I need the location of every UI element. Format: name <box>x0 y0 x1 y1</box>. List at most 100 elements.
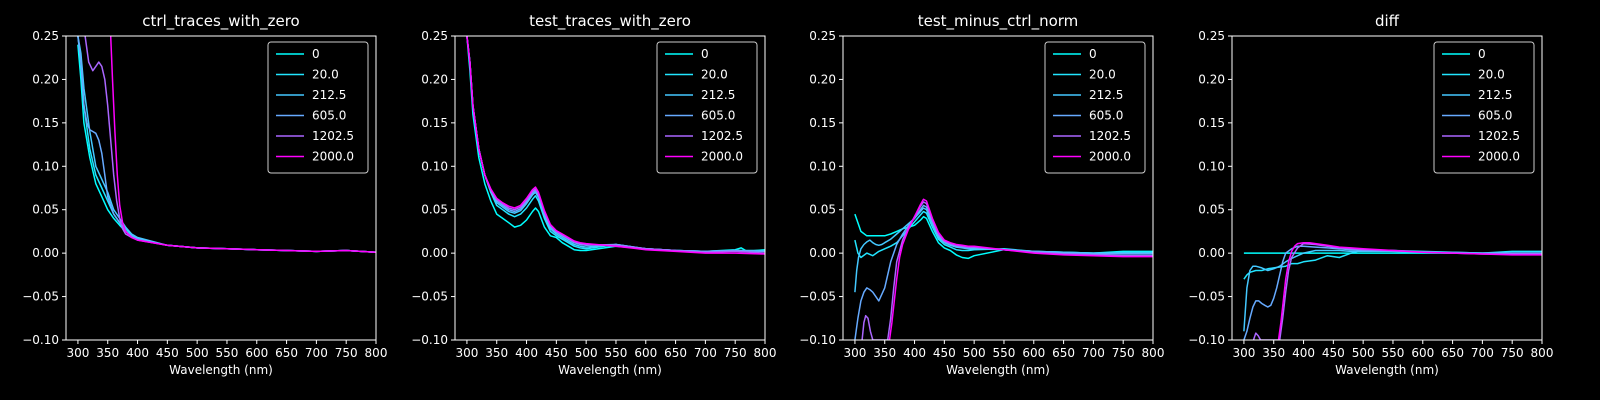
legend-label: 0 <box>312 47 320 61</box>
x-tick-label: 550 <box>993 346 1016 360</box>
x-tick-label: 300 <box>1232 346 1255 360</box>
y-tick-label: 0.15 <box>1198 116 1225 130</box>
legend-label: 1202.5 <box>701 129 743 143</box>
x-tick-label: 800 <box>754 346 777 360</box>
x-tick-label: 500 <box>1352 346 1375 360</box>
chart-title: ctrl_traces_with_zero <box>142 12 299 31</box>
x-tick-label: 750 <box>724 346 747 360</box>
series-line-605-0 <box>854 204 1153 340</box>
x-tick-label: 650 <box>664 346 687 360</box>
legend-label: 1202.5 <box>312 129 354 143</box>
legend: 0 20.0 212.5 605.0 1202.5 2000.0 <box>1433 41 1535 174</box>
y-tick-label: 0.05 <box>809 203 836 217</box>
chart-panel-4: 300 350 400 450 500 550 600 650 700 750 800 −0.10 −0… <box>1188 12 1553 377</box>
legend-label: 2000.0 <box>312 150 354 164</box>
x-tick-label: 500 <box>186 346 209 360</box>
legend-label: 1202.5 <box>1089 129 1131 143</box>
y-tick-label: 0.25 <box>1198 29 1225 43</box>
y-tick-label: 0.20 <box>1198 72 1225 86</box>
series-lines <box>77 36 376 254</box>
x-tick-label: 400 <box>126 346 149 360</box>
y-tick-label: −0.05 <box>1188 290 1225 304</box>
series-line-1202-5 <box>1252 242 1542 340</box>
y-tick-label: 0.20 <box>421 72 448 86</box>
legend-label: 605.0 <box>312 109 346 123</box>
x-tick-label: 750 <box>335 346 358 360</box>
y-tick-label: −0.05 <box>799 290 836 304</box>
legend: 0 20.0 212.5 605.0 1202.5 2000.0 <box>267 41 369 174</box>
y-tick-label: −0.05 <box>411 290 448 304</box>
y-tick-label: 0.25 <box>809 29 836 43</box>
x-axis-label: Wavelength (nm) <box>169 363 273 377</box>
legend-label: 2000.0 <box>1478 150 1520 164</box>
series-lines <box>466 36 765 255</box>
legend-label: 0 <box>1478 47 1486 61</box>
y-tick-label: 0.10 <box>32 159 59 173</box>
x-tick-label: 300 <box>455 346 478 360</box>
plot-frame <box>65 35 377 341</box>
legend-label: 212.5 <box>312 88 346 102</box>
y-tick-label: 0.05 <box>32 203 59 217</box>
legend: 0 20.0 212.5 605.0 1202.5 2000.0 <box>1044 41 1146 174</box>
series-lines <box>854 198 1153 340</box>
chart-title: test_minus_ctrl_norm <box>918 12 1079 31</box>
legend-label: 212.5 <box>701 88 735 102</box>
y-tick-label: 0.20 <box>32 72 59 86</box>
legend-label: 0 <box>701 47 709 61</box>
x-tick-label: 600 <box>1022 346 1045 360</box>
legend-label: 2000.0 <box>1089 150 1131 164</box>
x-tick-label: 350 <box>485 346 508 360</box>
series-line-2000-0 <box>466 36 765 255</box>
series-line-2000-0 <box>109 36 376 254</box>
plot-frame <box>1231 35 1543 341</box>
series-line-2000-0 <box>1277 241 1542 340</box>
y-tick-label: 0.15 <box>32 116 59 130</box>
x-axis-label: Wavelength (nm) <box>558 363 662 377</box>
legend-label: 20.0 <box>312 68 339 82</box>
legend-label: 605.0 <box>701 109 735 123</box>
y-tick-label: 0.00 <box>421 246 448 260</box>
x-tick-label: 400 <box>515 346 538 360</box>
legend-label: 20.0 <box>1089 68 1116 82</box>
x-tick-label: 450 <box>933 346 956 360</box>
x-tick-label: 600 <box>634 346 657 360</box>
legend: 0 20.0 212.5 605.0 1202.5 2000.0 <box>656 41 758 174</box>
x-tick-label: 600 <box>245 346 268 360</box>
y-tick-label: 0.00 <box>32 246 59 260</box>
x-tick-label: 450 <box>545 346 568 360</box>
x-tick-label: 300 <box>66 346 89 360</box>
y-tick-label: 0.15 <box>809 116 836 130</box>
y-tick-label: 0.05 <box>421 203 448 217</box>
x-tick-label: 350 <box>1262 346 1285 360</box>
legend-label: 605.0 <box>1478 109 1512 123</box>
x-tick-label: 700 <box>694 346 717 360</box>
x-tick-label: 450 <box>1322 346 1345 360</box>
series-line-2000-0 <box>888 198 1153 340</box>
x-tick-label: 650 <box>1052 346 1075 360</box>
x-tick-label: 350 <box>873 346 896 360</box>
y-tick-label: −0.10 <box>411 333 448 347</box>
x-tick-label: 550 <box>605 346 628 360</box>
legend-label: 1202.5 <box>1478 129 1520 143</box>
legend-label: 20.0 <box>701 68 728 82</box>
legend-label: 2000.0 <box>701 150 743 164</box>
legend-label: 0 <box>1089 47 1097 61</box>
x-tick-label: 700 <box>1082 346 1105 360</box>
series-line-1202-5 <box>861 201 1153 340</box>
y-tick-label: 0.00 <box>1198 246 1225 260</box>
x-tick-label: 450 <box>156 346 179 360</box>
plot-frame <box>454 35 766 341</box>
x-tick-label: 500 <box>963 346 986 360</box>
y-tick-label: −0.10 <box>799 333 836 347</box>
y-tick-label: 0.10 <box>809 159 836 173</box>
y-tick-label: −0.10 <box>22 333 59 347</box>
x-tick-label: 750 <box>1112 346 1135 360</box>
x-tick-label: 800 <box>1531 346 1554 360</box>
chart-title: test_traces_with_zero <box>529 12 691 31</box>
x-axis-label: Wavelength (nm) <box>946 363 1050 377</box>
legend-label: 605.0 <box>1089 109 1123 123</box>
legend-label: 212.5 <box>1089 88 1123 102</box>
y-tick-label: 0.10 <box>421 159 448 173</box>
x-tick-label: 400 <box>1292 346 1315 360</box>
